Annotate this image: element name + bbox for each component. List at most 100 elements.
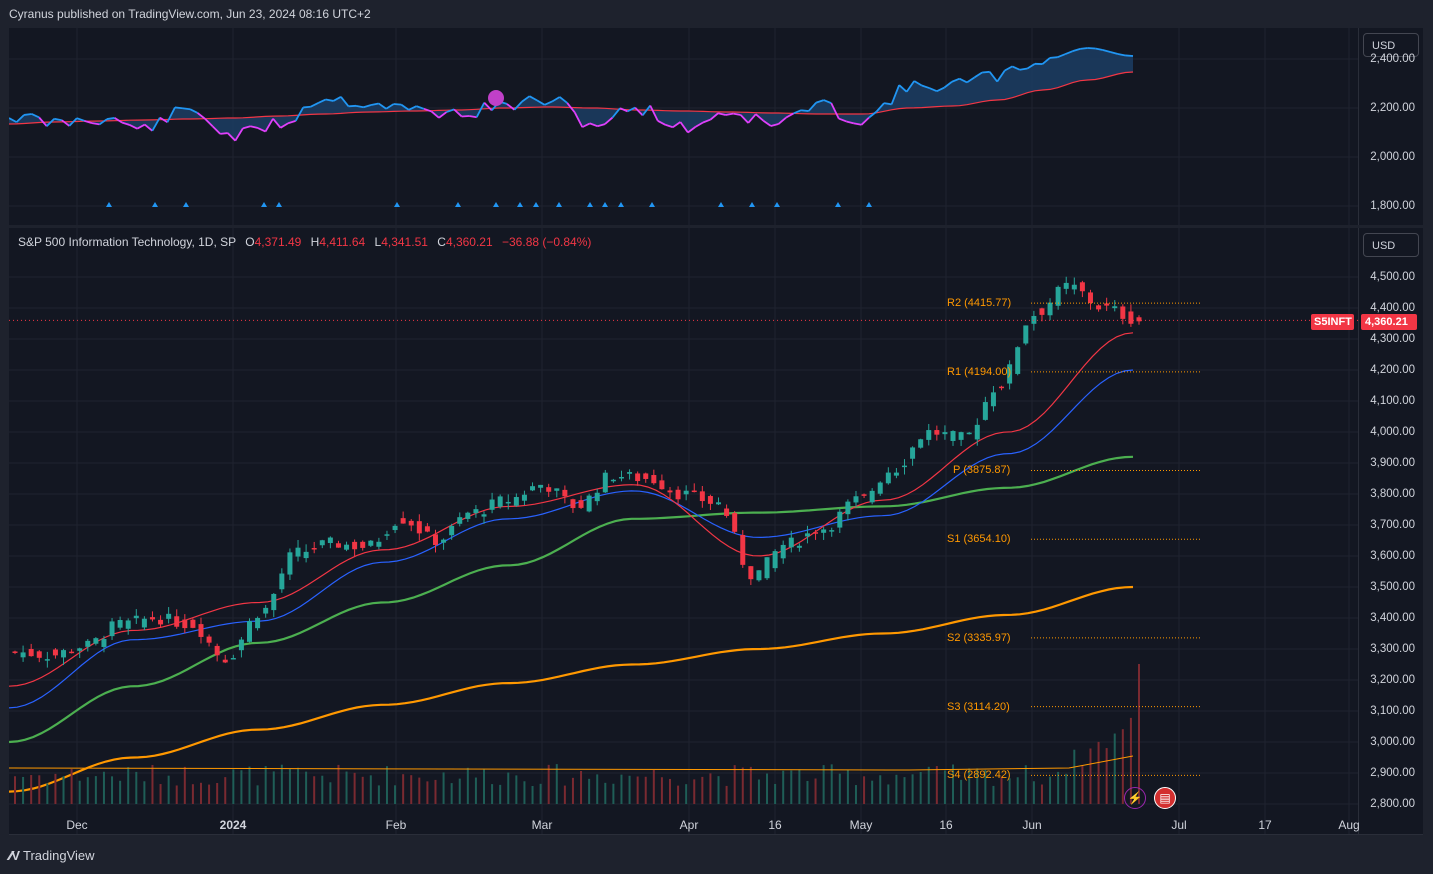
indicator-fast-segment [823, 99, 832, 104]
candle-body [635, 473, 641, 482]
candle-body [853, 496, 859, 503]
volume-bar [1008, 778, 1011, 804]
pivot-label: R1 (4194.00) [947, 365, 1012, 378]
candle-body [287, 552, 293, 575]
volume-bar [952, 764, 955, 804]
volume-bar [507, 772, 510, 804]
volume-bar [960, 779, 963, 804]
indicator-fast-segment [287, 120, 296, 125]
indicator-fast-segment [589, 122, 598, 128]
volume-bar [693, 779, 696, 804]
indicator-fast-segment [573, 112, 584, 128]
candle-body [117, 620, 123, 628]
volume-bar [757, 779, 760, 804]
candle-body [974, 424, 980, 440]
candle-body [521, 494, 527, 501]
y-tick: 2,900.00 [1370, 767, 1415, 779]
publisher-bar: Cyranus published on TradingView.com, Ju… [0, 0, 1433, 28]
indicator-price-axis[interactable]: USD 2,400.00 2,200.00 2,000.00 1,800.00 [1358, 28, 1423, 225]
candle-body [740, 534, 746, 565]
indicator-fast-segment [212, 125, 221, 135]
indicator-fast-segment [166, 107, 176, 123]
volume-bar [547, 764, 550, 804]
candle-body [724, 508, 730, 516]
volume-bar [1057, 771, 1060, 804]
candle-body [667, 490, 673, 493]
y-tick: 4,400.00 [1370, 302, 1415, 314]
candle-body [432, 534, 438, 545]
signal-arrow-icon [835, 202, 841, 207]
indicator-fast-segment [988, 71, 998, 83]
high-value: 4,411.64 [319, 235, 366, 249]
indicator-fast-segment [438, 111, 448, 119]
volume-bar [434, 779, 437, 804]
us-flag-icon[interactable]: ▤ [1154, 787, 1176, 809]
x-tick: 2024 [219, 818, 247, 832]
indicator-fast-segment [1026, 63, 1036, 70]
volume-bar [167, 775, 170, 804]
candle-body [1079, 282, 1085, 292]
open-label: O [245, 235, 255, 249]
volume-bar [394, 785, 397, 804]
candle-body [109, 621, 115, 637]
volume-bar [539, 783, 542, 804]
candle-body [893, 472, 899, 476]
volume-bar [766, 773, 769, 804]
x-tick: Jun [1022, 818, 1042, 832]
indicator-pane[interactable]: USD 2,400.00 2,200.00 2,000.00 1,800.00 [9, 28, 1423, 225]
indicator-fast-segment [294, 107, 304, 122]
volume-bar [725, 785, 728, 804]
indicator-fast-segment [611, 107, 621, 119]
volume-bar [709, 773, 712, 804]
lightning-icon[interactable]: ⚡ [1124, 787, 1146, 809]
signal-arrow-icon [866, 202, 872, 207]
candle-body [1023, 325, 1029, 344]
signal-arrow-icon [517, 202, 523, 207]
volume-bar [555, 764, 558, 804]
candle-body [950, 431, 956, 441]
indicator-fast-segment [604, 116, 614, 125]
candle-body [303, 551, 309, 559]
volume-bar [191, 784, 194, 804]
indicator-fast-segment [777, 116, 787, 125]
currency-button[interactable]: USD [1363, 233, 1419, 257]
candle-body [198, 624, 204, 637]
sma-mid-line [9, 455, 1134, 744]
indicator-fast-segment [340, 96, 350, 107]
time-axis[interactable] [9, 834, 1423, 835]
indicator-fast-segment [272, 118, 282, 129]
volume-bar [854, 785, 857, 804]
candle-body [958, 432, 964, 440]
candle-body [780, 544, 786, 559]
indicator-fast-segment [770, 123, 779, 127]
indicator-fast-segment [875, 102, 885, 113]
x-tick: Jul [1171, 818, 1187, 832]
volume-bar [741, 767, 744, 804]
indicator-fast-segment [182, 107, 191, 111]
y-tick: 3,800.00 [1370, 488, 1415, 500]
volume-bar [790, 770, 793, 804]
indicator-fast-segment [951, 77, 960, 83]
volume-bar [78, 780, 81, 804]
currency-button[interactable]: USD [1363, 33, 1419, 57]
candle-body [238, 639, 244, 651]
footer-brand[interactable]: ⁄⁄V TradingView [9, 848, 95, 863]
indicator-fast-segment [84, 119, 93, 124]
indicator-fast-segment [355, 104, 364, 109]
indicator-fast-segment [634, 106, 644, 116]
pivot-label: S3 (3114.20) [947, 700, 1010, 713]
volume-bar [660, 777, 663, 804]
indicator-fast-segment [830, 102, 840, 119]
candle-body [966, 432, 972, 435]
indicator-fast-segment [740, 114, 749, 124]
volume-bar [377, 785, 380, 804]
signal-arrow-icon [718, 202, 724, 207]
signal-arrow-icon [602, 202, 608, 207]
price-pane[interactable]: S&P 500 Information Technology, 1D, SP O… [9, 228, 1423, 834]
candle-body [1071, 284, 1077, 290]
volume-bar [183, 766, 186, 804]
volume-bar [935, 766, 938, 804]
indicator-fast-segment [264, 118, 274, 132]
candle-body [813, 532, 819, 534]
candle-body [1128, 311, 1134, 324]
